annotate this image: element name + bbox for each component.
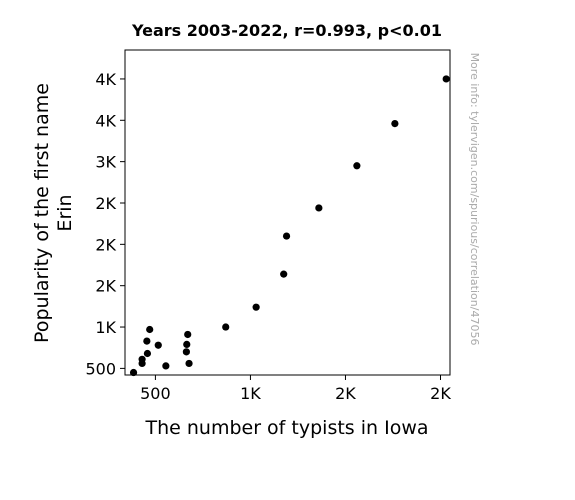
x-tick-label: 1K <box>240 384 261 403</box>
data-point <box>143 349 152 358</box>
data-point <box>162 362 170 370</box>
data-point <box>184 330 192 339</box>
data-point <box>280 270 288 278</box>
y-tick-label: 4K <box>95 70 116 89</box>
data-point <box>129 368 138 377</box>
data-point <box>282 232 291 240</box>
y-tick-label: 2K <box>95 235 116 254</box>
y-tick-label: 3K <box>95 153 116 172</box>
x-tick-label: 500 <box>140 384 171 403</box>
data-point <box>182 348 190 356</box>
watermark-text: More info: tylervigen.com/spurious/corre… <box>468 53 481 346</box>
y-axis-label-line1: Popularity of the first name <box>31 83 53 343</box>
x-tick-label: 2K <box>335 384 356 403</box>
data-point <box>154 341 162 349</box>
data-point <box>391 120 399 128</box>
data-points <box>129 75 450 377</box>
axis-ticks: 500 1K 2K 2K 500 1K 2K 2K 2K 3K 4K 4K <box>85 70 451 403</box>
data-point <box>185 359 193 368</box>
data-point <box>143 337 151 345</box>
chart-title: Years 2003-2022, r=0.993, p<0.01 <box>131 21 442 40</box>
data-point <box>183 340 191 349</box>
data-point <box>252 303 260 311</box>
data-point <box>442 75 450 83</box>
y-tick-label: 2K <box>95 277 116 296</box>
x-axis-label: The number of typists in Iowa <box>144 417 428 439</box>
y-axis-label-line2: Erin <box>54 194 76 231</box>
data-point <box>222 323 230 331</box>
data-point <box>146 325 154 334</box>
data-point <box>353 162 361 170</box>
y-tick-label: 1K <box>95 318 116 337</box>
y-tick-label: 2K <box>95 194 116 213</box>
data-point <box>315 204 323 212</box>
y-tick-label: 500 <box>85 359 116 378</box>
plot-frame <box>124 49 451 376</box>
y-tick-label: 4K <box>95 111 116 130</box>
x-tick-label: 2K <box>430 384 451 403</box>
data-point <box>138 359 146 368</box>
